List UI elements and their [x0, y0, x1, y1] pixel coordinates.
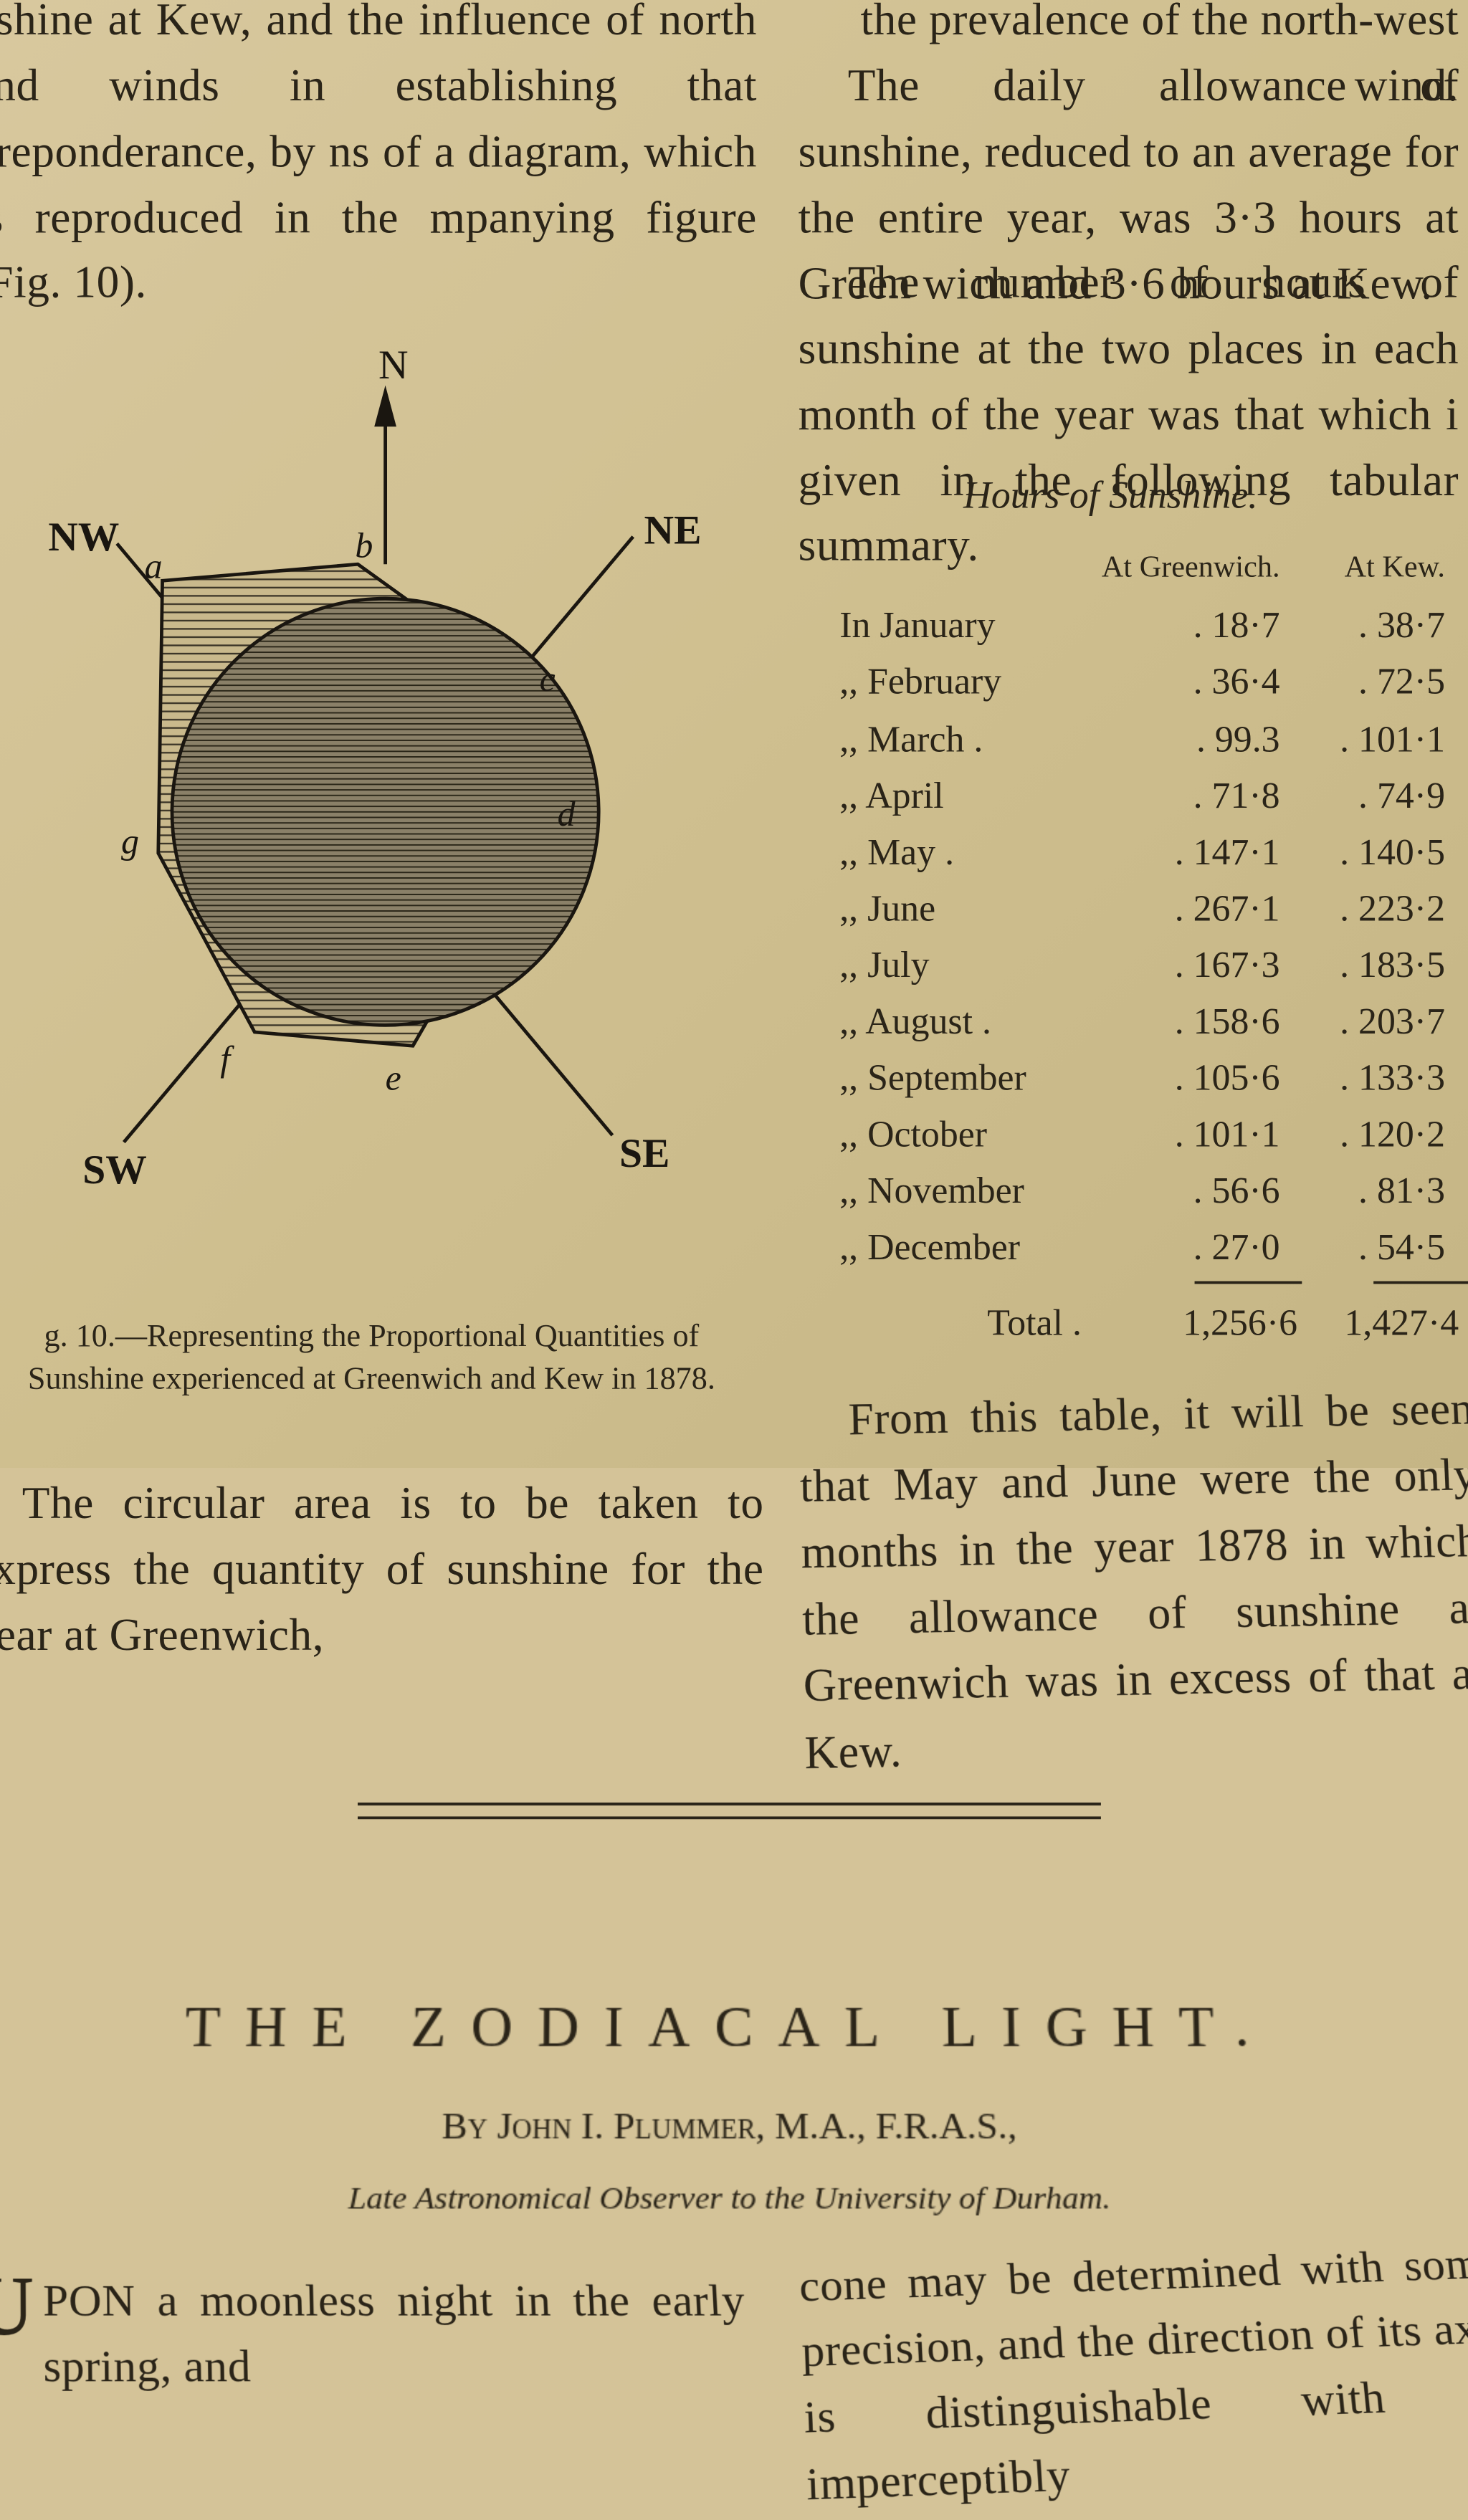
table-row: ,, April. 71·8. 74·9: [839, 767, 1459, 824]
td-month: ,, November: [839, 1163, 1087, 1219]
td-month: ,, March .: [839, 711, 1087, 768]
td-kew: . 133·3: [1280, 1049, 1445, 1106]
td-kew: . 223·2: [1280, 880, 1445, 937]
table-row: ,, August .. 158·6. 203·7: [839, 993, 1459, 1050]
left-below-fig-paragraph: The circular area is to be taken to expr…: [0, 1472, 764, 1670]
svg-text:a: a: [145, 546, 163, 586]
compass-n: N: [378, 343, 409, 388]
text: PON a moonless night in the early spring…: [43, 2277, 746, 2392]
svg-text:c: c: [540, 659, 556, 699]
compass-sw: SW: [82, 1147, 147, 1193]
td-greenwich: . 158·6: [1087, 993, 1280, 1050]
svg-text:g: g: [121, 821, 139, 861]
rule-gw: [1195, 1282, 1302, 1284]
td-greenwich: . 18·7: [1087, 598, 1280, 654]
th-kew: At Kew.: [1280, 543, 1445, 589]
td-month: ,, December: [839, 1219, 1087, 1276]
td-month: ,, July: [839, 937, 1087, 993]
th-greenwich: At Greenwich.: [1087, 543, 1280, 589]
dropcap: U: [0, 2271, 43, 2347]
sunshine-table: At Greenwich. At Kew. In January. 18·7. …: [839, 543, 1459, 1351]
compass-ne: NE: [644, 507, 702, 553]
td-kew: . 101·1: [1280, 711, 1445, 768]
rule-kew: [1373, 1282, 1468, 1284]
td-kew: . 203·7: [1280, 993, 1445, 1050]
td-greenwich: . 71·8: [1087, 767, 1280, 824]
td-month: ,, April: [839, 767, 1087, 824]
td-month: ,, June: [839, 880, 1087, 937]
compass-nw: NW: [48, 515, 119, 560]
total-kew: 1,427·4: [1297, 1294, 1459, 1351]
td-kew: . 74·9: [1280, 767, 1445, 824]
table-row: In January. 18·7. 38·7: [839, 598, 1459, 654]
td-greenwich: . 105·6: [1087, 1049, 1280, 1106]
td-month: In January: [839, 598, 1087, 654]
td-greenwich: . 27·0: [1087, 1219, 1280, 1276]
table-title: Hours of Sunshine.: [963, 474, 1258, 518]
td-kew: . 120·2: [1280, 1106, 1445, 1163]
article-byline-sub: Late Astronomical Observer to the Univer…: [0, 2182, 1459, 2218]
td-month: ,, February: [839, 654, 1087, 711]
th-blank: [839, 543, 1087, 589]
right-para3: The number of hours of sunshine at the t…: [799, 252, 1459, 581]
td-kew: . 81·3: [1280, 1163, 1445, 1219]
table-row: ,, March .. 99.3. 101·1: [839, 711, 1459, 768]
table-row: ,, July. 167·3. 183·5: [839, 937, 1459, 993]
svg-text:e: e: [386, 1059, 401, 1098]
table-header-row: At Greenwich. At Kew.: [839, 543, 1459, 589]
table-total-row: Total . 1,256·6 1,427·4: [839, 1294, 1459, 1351]
td-month: ,, September: [839, 1049, 1087, 1106]
td-greenwich: . 101·1: [1087, 1106, 1280, 1163]
figure-10-diagram: N NE NW SE SW a b c d e f g: [0, 302, 771, 1293]
bottom-right-paragraph: cone may be determined with some precisi…: [799, 2233, 1468, 2520]
td-kew: . 183·5: [1280, 937, 1445, 993]
table-row: ,, November. 56·6. 81·3: [839, 1163, 1459, 1219]
td-month: ,, October: [839, 1106, 1087, 1163]
left-top-paragraph: nshine at Kew, and the influence of nort…: [0, 0, 757, 318]
td-greenwich: . 267·1: [1087, 880, 1280, 937]
figure-caption: g. 10.—Representing the Proportional Qua…: [0, 1314, 757, 1400]
table-row: ,, December. 27·0. 54·5: [839, 1219, 1459, 1276]
td-greenwich: . 167·3: [1087, 937, 1280, 993]
article-title: THE ZODIACAL LIGHT.: [0, 1996, 1460, 2061]
td-greenwich: . 99.3: [1087, 711, 1280, 768]
td-greenwich: . 36·4: [1087, 654, 1280, 711]
table-row: ,, February. 36·4. 72·5: [839, 654, 1459, 711]
text: nshine at Kew, and the influence of nort…: [0, 0, 757, 309]
td-kew: . 140·5: [1280, 824, 1445, 880]
total-label: Total .: [839, 1294, 1109, 1351]
table-row: ,, June. 267·1. 223·2: [839, 880, 1459, 937]
bottom-left-paragraph: U PON a moonless night in the early spri…: [0, 2271, 750, 2402]
td-greenwich: . 56·6: [1087, 1163, 1280, 1219]
section-divider: [358, 1803, 1101, 1819]
td-kew: . 38·7: [1280, 598, 1445, 654]
svg-text:b: b: [355, 526, 373, 565]
total-gw: 1,256·6: [1109, 1294, 1297, 1351]
article-byline: By John I. Plummer, M.A., F.R.A.S.,: [0, 2106, 1459, 2149]
svg-text:d: d: [558, 794, 576, 834]
compass-se: SE: [619, 1131, 669, 1176]
table-row: ,, September. 105·6. 133·3: [839, 1049, 1459, 1106]
right-below-table-paragraph: From this table, it will be seen that Ma…: [799, 1378, 1468, 1790]
table-row: ,, October. 101·1. 120·2: [839, 1106, 1459, 1163]
td-kew: . 54·5: [1280, 1219, 1445, 1276]
td-kew: . 72·5: [1280, 654, 1445, 711]
svg-text:f: f: [220, 1039, 234, 1079]
td-month: ,, May .: [839, 824, 1087, 880]
td-month: ,, August .: [839, 993, 1087, 1050]
td-greenwich: . 147·1: [1087, 824, 1280, 880]
table-row: ,, May .. 147·1. 140·5: [839, 824, 1459, 880]
